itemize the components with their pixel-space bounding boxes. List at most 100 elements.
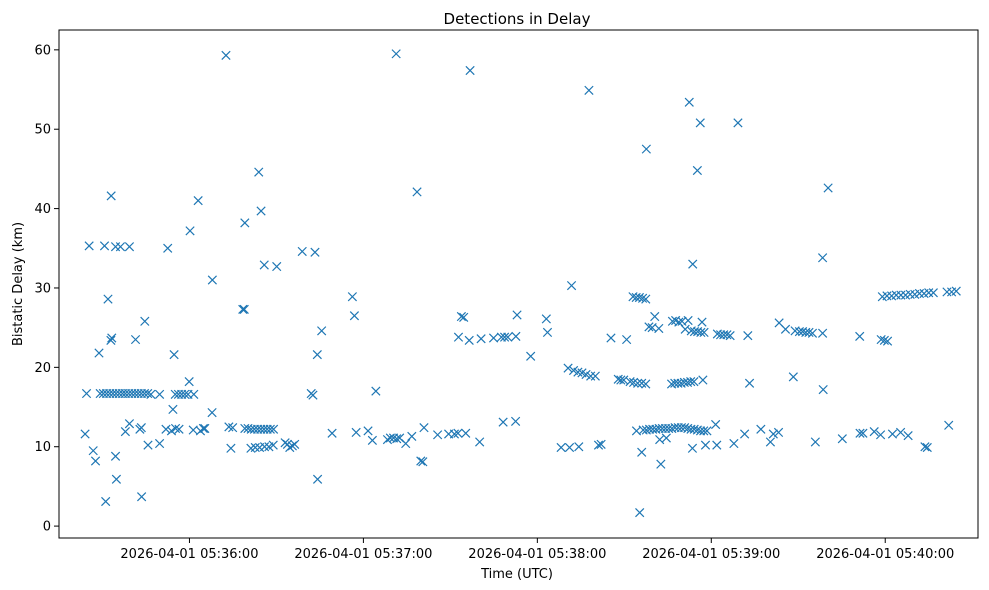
data-point-0 — [80, 429, 90, 439]
data-point-263 — [818, 384, 828, 395]
data-point-62 — [198, 423, 208, 434]
axes-border — [58, 29, 979, 539]
data-point-54 — [180, 389, 190, 399]
data-point-274 — [887, 429, 898, 439]
data-point-68 — [226, 443, 236, 453]
data-point-133 — [465, 65, 475, 76]
data-point-141 — [510, 416, 521, 426]
data-point-153 — [574, 442, 584, 452]
data-point-230 — [688, 259, 698, 269]
data-point-227 — [689, 377, 699, 387]
data-point-145 — [541, 314, 551, 324]
data-point-241 — [712, 440, 722, 450]
data-point-59 — [188, 425, 198, 435]
data-point-91 — [259, 260, 269, 270]
x-tick-label-0: 2026-04-01 05:36:00 — [120, 547, 258, 562]
data-point-158 — [590, 371, 600, 381]
data-point-290 — [924, 288, 934, 298]
data-point-50 — [169, 350, 179, 360]
data-point-212 — [680, 324, 690, 334]
y-axis: 0 10 20 30 40 50 60 — [34, 43, 59, 535]
data-point-250 — [773, 427, 784, 438]
data-point-136 — [488, 333, 499, 343]
data-point-67 — [224, 422, 234, 432]
plot-area — [58, 29, 979, 539]
data-point-29 — [170, 423, 181, 434]
data-point-8 — [106, 191, 116, 201]
data-point-246 — [744, 378, 755, 388]
data-point-248 — [765, 437, 776, 447]
data-point-139 — [503, 332, 513, 342]
data-point-247 — [756, 424, 766, 434]
data-point-124 — [432, 430, 443, 440]
data-point-105 — [327, 428, 337, 438]
data-point-168 — [633, 378, 643, 388]
x-axis: 2026-04-01 05:36:00 2026-04-01 05:37:00 20… — [120, 538, 954, 562]
data-point-232 — [692, 165, 702, 176]
data-point-116 — [392, 434, 402, 444]
data-point-284 — [896, 290, 906, 300]
data-point-294 — [951, 286, 961, 296]
data-point-185 — [656, 459, 666, 469]
data-point-157 — [586, 371, 596, 381]
data-point-1 — [84, 241, 94, 251]
data-point-22 — [140, 316, 150, 326]
data-point-11 — [124, 242, 135, 252]
data-point-60 — [193, 196, 203, 206]
data-point-30 — [174, 424, 184, 434]
data-point-245 — [743, 330, 753, 341]
data-point-218 — [699, 327, 709, 338]
data-point-3 — [90, 456, 101, 466]
data-point-206 — [699, 426, 709, 436]
x-tick-label-1: 2026-04-01 05:37:00 — [294, 547, 432, 562]
data-point-90 — [256, 206, 266, 216]
data-point-288 — [914, 288, 925, 299]
data-point-170 — [641, 379, 651, 389]
data-point-165 — [622, 334, 632, 345]
data-point-283 — [891, 290, 901, 300]
data-point-108 — [351, 427, 361, 438]
data-point-291 — [928, 288, 938, 298]
data-point-229 — [684, 97, 694, 107]
data-point-118 — [401, 438, 411, 449]
data-point-97 — [290, 439, 300, 449]
data-point-150 — [566, 280, 577, 291]
data-point-213 — [683, 315, 693, 326]
data-point-163 — [616, 375, 626, 385]
data-point-126 — [449, 429, 460, 439]
data-point-244 — [740, 429, 750, 439]
data-point-95 — [285, 442, 295, 453]
data-point-5 — [99, 241, 110, 251]
data-point-6 — [101, 496, 111, 507]
data-point-88 — [268, 440, 278, 450]
data-point-149 — [564, 442, 575, 453]
y-tick-label-1: 10 — [34, 440, 51, 455]
data-point-106 — [347, 292, 358, 302]
data-point-66 — [221, 50, 231, 61]
data-point-64 — [207, 407, 217, 418]
data-point-142 — [511, 331, 521, 342]
data-point-12 — [106, 335, 116, 345]
data-point-109 — [363, 426, 373, 436]
data-point-65 — [207, 275, 217, 285]
data-point-269 — [869, 427, 879, 437]
data-point-258 — [804, 327, 814, 338]
x-axis-label: Time (UTC) — [480, 567, 553, 582]
data-point-119 — [407, 431, 417, 442]
data-point-177 — [635, 507, 645, 518]
data-point-279 — [944, 420, 954, 430]
data-point-57 — [184, 377, 194, 387]
data-point-84 — [250, 442, 260, 453]
data-point-243 — [733, 118, 743, 128]
data-point-129 — [456, 311, 467, 322]
data-point-217 — [696, 327, 706, 338]
data-point-175 — [641, 294, 651, 304]
data-point-31 — [81, 388, 92, 399]
data-point-81 — [265, 424, 275, 434]
data-point-161 — [606, 333, 616, 343]
data-point-273 — [882, 336, 893, 346]
data-point-267 — [855, 428, 865, 438]
data-point-72 — [240, 218, 250, 228]
y-tick-label-4: 40 — [34, 202, 51, 217]
data-point-259 — [807, 328, 818, 338]
